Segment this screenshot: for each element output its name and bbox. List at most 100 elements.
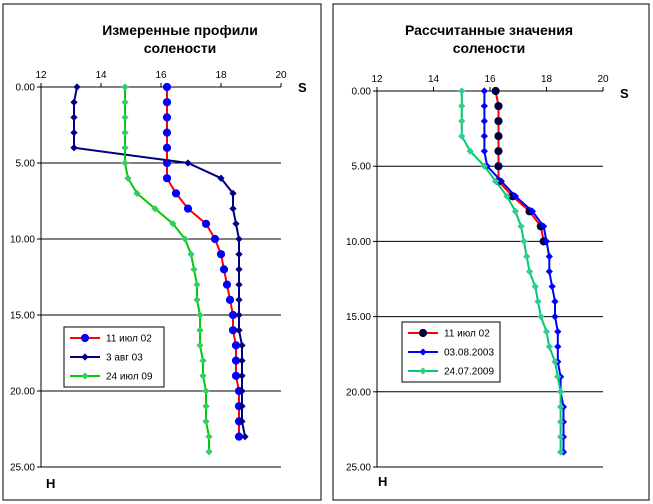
data-point: [511, 207, 520, 215]
data-point: [238, 341, 246, 350]
data-point: [162, 128, 172, 137]
x-axis-letter: S: [298, 80, 307, 95]
series-1: [491, 86, 548, 246]
data-point: [162, 174, 172, 183]
data-point: [497, 177, 505, 185]
data-point: [121, 98, 129, 106]
data-point: [241, 432, 249, 441]
data-point: [520, 237, 528, 246]
data-point: [121, 128, 129, 137]
data-point: [492, 177, 500, 185]
data-point: [219, 265, 229, 274]
data-point: [557, 433, 565, 441]
data-point: [494, 147, 503, 156]
data-point: [557, 448, 565, 456]
data-point: [494, 116, 503, 126]
y-tick-label: 25.00: [346, 463, 371, 474]
tick-labels: 0.00 5.00 10.00 15.00 20.00 25.00 12 14 16 18 20: [10, 70, 287, 474]
data-point: [238, 372, 246, 380]
legend-item: 11 июл 02: [408, 329, 490, 340]
data-point: [124, 174, 132, 182]
legend-swatch-marker: [419, 367, 427, 375]
data-point: [162, 113, 172, 122]
series-3: [458, 87, 565, 456]
y-tick-label: 20.00: [10, 387, 35, 398]
data-point: [201, 219, 211, 228]
chart-panel-measured: Измеренные профили солености S H 0.00 5.0…: [2, 3, 322, 501]
data-point: [531, 282, 539, 291]
chart-title-line-2: солености: [144, 40, 217, 56]
data-point: [542, 237, 551, 246]
data-point: [480, 102, 488, 110]
y-axis-letter: H: [378, 474, 387, 489]
data-point: [238, 417, 246, 426]
data-point: [480, 147, 488, 155]
data-point: [458, 87, 466, 95]
data-point: [534, 297, 542, 306]
data-point: [196, 341, 204, 350]
data-point: [235, 250, 243, 258]
data-series: [458, 86, 568, 456]
data-point: [162, 143, 172, 152]
tick-labels: 0.00 5.00 10.00 15.00 20.00 25.00 12 14 16 18 20: [346, 74, 609, 474]
data-point: [551, 358, 559, 366]
data-point: [551, 297, 559, 306]
legend-item: 03.08.2003: [408, 348, 494, 359]
data-point: [187, 250, 195, 258]
legend-swatch-marker: [80, 333, 90, 343]
data-point: [548, 282, 556, 291]
axes: [373, 87, 604, 468]
data-point: [151, 204, 159, 213]
y-tick-label: 15.00: [10, 311, 35, 322]
data-point: [480, 162, 488, 170]
data-point: [193, 296, 201, 304]
data-point: [171, 189, 181, 198]
legend-label: 3 авг 03: [106, 353, 143, 364]
legend-label: 24.07.2009: [444, 367, 494, 378]
data-point: [235, 326, 243, 334]
data-point: [199, 372, 207, 380]
data-point: [494, 132, 503, 141]
data-point: [196, 311, 204, 319]
data-point: [229, 204, 237, 213]
data-point: [162, 82, 172, 92]
legend-label: 11 июл 02: [444, 329, 490, 340]
data-point: [503, 192, 511, 200]
chart-title-line-1: Измеренные профили: [102, 22, 258, 38]
y-tick-label: 0.00: [352, 87, 372, 98]
legend-swatch-marker: [81, 372, 89, 380]
data-point: [205, 432, 213, 441]
x-axis-letter: S: [620, 86, 629, 101]
data-point: [216, 250, 226, 259]
data-point: [183, 204, 193, 213]
legend-item: 11 июл 02: [70, 334, 152, 345]
y-tick-label: 10.00: [346, 237, 371, 248]
legend-item: 3 авг 03: [70, 353, 143, 364]
y-tick-label: 10.00: [10, 235, 35, 246]
series-1: [162, 82, 244, 441]
data-point: [554, 373, 562, 381]
data-point: [121, 83, 129, 91]
x-tick-label: 12: [35, 70, 47, 81]
legend-label: 03.08.2003: [444, 348, 494, 359]
data-point: [517, 222, 525, 230]
x-tick-label: 18: [215, 70, 227, 81]
data-point: [557, 388, 565, 396]
data-point: [554, 328, 562, 336]
data-point: [511, 192, 520, 200]
data-point: [70, 144, 78, 152]
data-point: [551, 312, 559, 321]
data-point: [545, 267, 553, 276]
data-point: [196, 326, 204, 334]
data-point: [202, 417, 210, 426]
data-point: [238, 402, 246, 410]
data-point: [121, 159, 129, 167]
data-point: [121, 113, 129, 122]
data-point: [225, 295, 235, 304]
data-point: [70, 128, 78, 137]
data-point: [557, 418, 565, 426]
legend-item: 24 июл 09: [70, 372, 153, 383]
data-point: [70, 98, 78, 106]
data-point: [523, 252, 531, 261]
data-point: [554, 343, 562, 351]
